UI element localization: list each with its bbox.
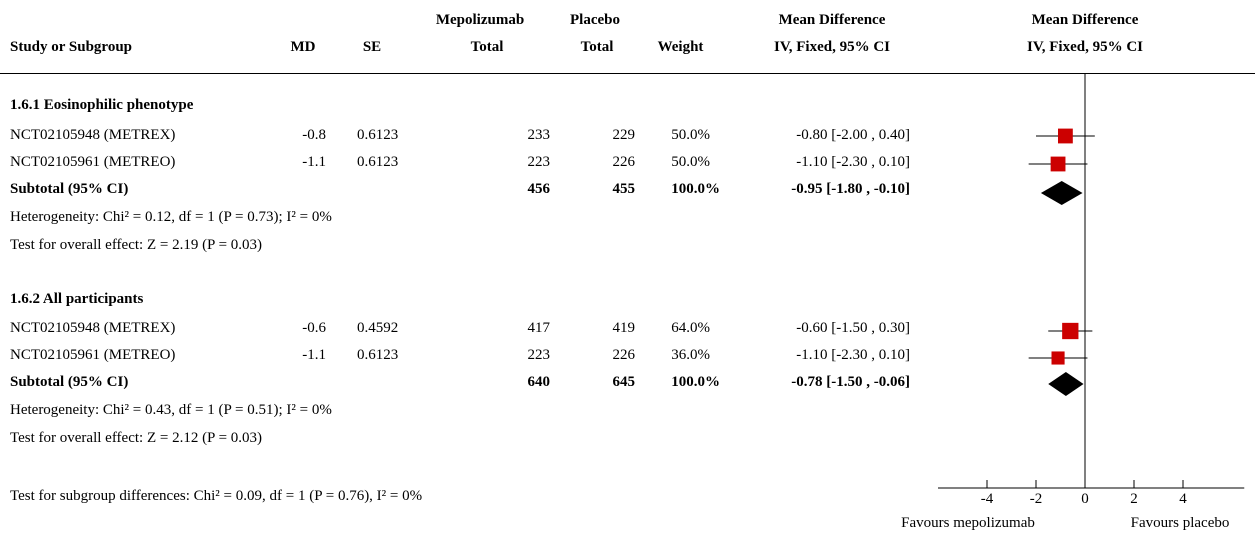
study-placebo-total: 229 (612, 127, 636, 143)
subtotal-diamond (1040, 181, 1083, 205)
study-weight: 50.0% (671, 154, 710, 170)
header-md-text-sub: IV, Fixed, 95% CI (774, 39, 890, 55)
subtotal-weight: 100.0% (671, 374, 720, 390)
study-se: 0.4592 (357, 320, 399, 336)
study-weight: 50.0% (671, 127, 710, 143)
subgroup-differences-text: Test for subgroup differences: Chi² = 0.… (10, 488, 423, 504)
favours-right-label: Favours placebo (1131, 515, 1230, 531)
favours-left-label: Favours mepolizumab (901, 515, 1035, 531)
subtotal-mepo-total: 640 (527, 374, 551, 390)
header-mepolizumab: Mepolizumab (435, 12, 525, 28)
overall-effect-text: Test for overall effect: Z = 2.12 (P = 0… (10, 430, 263, 446)
study-ci-text: -0.80 [-2.00 , 0.40] (796, 127, 910, 143)
study-md: -1.1 (302, 154, 326, 170)
subtotal-placebo-total: 645 (612, 374, 636, 390)
study-se: 0.6123 (357, 154, 399, 170)
subtotal-ci-text: -0.78 [-1.50 , -0.06] (791, 374, 910, 390)
header-weight: Weight (657, 39, 704, 55)
subtotal-mepo-total: 456 (527, 181, 551, 197)
x-tick-label: -2 (1030, 491, 1043, 507)
subtotal-ci-text: -0.95 [-1.80 , -0.10] (791, 181, 910, 197)
subtotal-label: Subtotal (95% CI) (10, 374, 129, 390)
x-tick-label: -4 (981, 491, 994, 507)
header-se: SE (362, 39, 382, 55)
study-mepo-total: 233 (527, 127, 551, 143)
subtotal-weight: 100.0% (671, 181, 720, 197)
study-md: -0.6 (302, 320, 326, 336)
study-ci-text: -0.60 [-1.50 , 0.30] (796, 320, 910, 336)
study-placebo-total: 419 (612, 320, 636, 336)
x-tick-label: 2 (1130, 491, 1138, 507)
header-md: MD (290, 39, 316, 55)
study-marker (1050, 156, 1066, 172)
heterogeneity-text: Heterogeneity: Chi² = 0.43, df = 1 (P = … (10, 402, 332, 418)
overall-effect-text: Test for overall effect: Z = 2.19 (P = 0… (10, 237, 263, 253)
study-se: 0.6123 (357, 347, 399, 363)
header-md-plot-sub: IV, Fixed, 95% CI (1027, 39, 1143, 55)
study-marker (1062, 322, 1079, 340)
header-placebo: Placebo (570, 12, 620, 28)
study-name: NCT02105961 (METREO) (10, 154, 176, 170)
subgroup-title: 1.6.1 Eosinophilic phenotype (10, 97, 194, 113)
study-md: -0.8 (302, 127, 326, 143)
study-mepo-total: 223 (527, 154, 551, 170)
study-weight: 36.0% (671, 347, 710, 363)
study-placebo-total: 226 (612, 347, 636, 363)
header-md-text-title: Mean Difference (778, 12, 886, 28)
header-placebo-total: Total (580, 39, 614, 55)
header-rule (0, 73, 1255, 74)
study-ci-text: -1.10 [-2.30 , 0.10] (796, 347, 910, 363)
study-placebo-total: 226 (612, 154, 636, 170)
subtotal-placebo-total: 455 (612, 181, 636, 197)
subtotal-label: Subtotal (95% CI) (10, 181, 129, 197)
header-md-plot-title: Mean Difference (1031, 12, 1139, 28)
study-name: NCT02105948 (METREX) (10, 127, 176, 143)
study-weight: 64.0% (671, 320, 710, 336)
study-marker (1057, 128, 1073, 144)
header-mepolizumab-total: Total (470, 39, 504, 55)
subtotal-diamond (1048, 372, 1084, 396)
study-name: NCT02105948 (METREX) (10, 320, 176, 336)
subgroup-title: 1.6.2 All participants (10, 291, 144, 307)
study-md: -1.1 (302, 347, 326, 363)
study-mepo-total: 223 (527, 347, 551, 363)
heterogeneity-text: Heterogeneity: Chi² = 0.12, df = 1 (P = … (10, 209, 332, 225)
study-se: 0.6123 (357, 127, 399, 143)
x-tick-label: 4 (1179, 491, 1187, 507)
study-name: NCT02105961 (METREO) (10, 347, 176, 363)
x-tick-label: 0 (1081, 491, 1089, 507)
study-ci-text: -1.10 [-2.30 , 0.10] (796, 154, 910, 170)
header-study-or-subgroup: Study or Subgroup (10, 39, 133, 55)
study-mepo-total: 417 (527, 320, 551, 336)
study-marker (1051, 351, 1065, 365)
